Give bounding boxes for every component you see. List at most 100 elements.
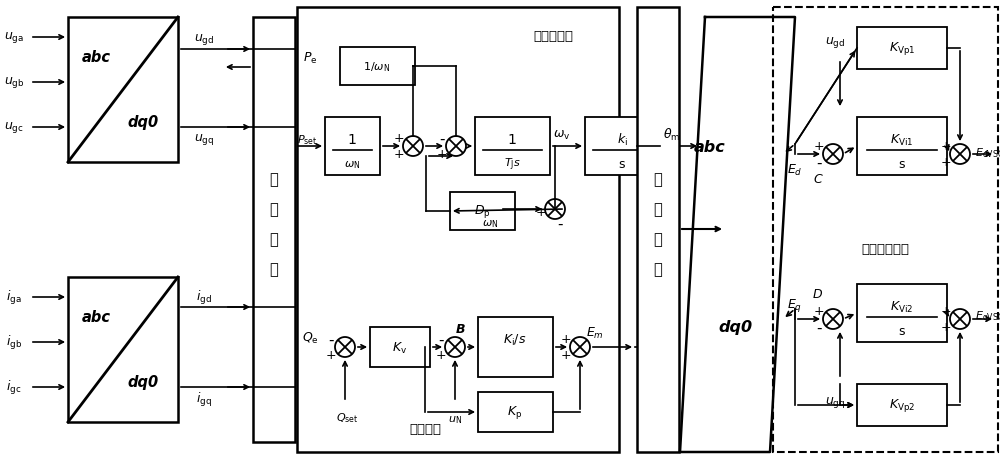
Bar bbox=[475, 118, 550, 176]
Text: -: - bbox=[438, 332, 444, 347]
Text: +: + bbox=[941, 305, 951, 318]
Bar bbox=[340, 48, 415, 86]
Text: $1/\omega_{\mathregular{N}}$: $1/\omega_{\mathregular{N}}$ bbox=[363, 60, 391, 74]
Bar bbox=[478, 317, 553, 377]
Text: +: + bbox=[561, 349, 571, 362]
Text: $i_{\mathregular{gd}}$: $i_{\mathregular{gd}}$ bbox=[196, 288, 212, 306]
Text: $E_{\mathregular{qVSG}}$: $E_{\mathregular{qVSG}}$ bbox=[975, 309, 1000, 325]
Text: s: s bbox=[899, 158, 905, 171]
Text: $Q_{\mathregular{e}}$: $Q_{\mathregular{e}}$ bbox=[302, 330, 318, 345]
Text: $E_{\mathregular{dVSG}}$: $E_{\mathregular{dVSG}}$ bbox=[975, 146, 1000, 160]
Text: $u_{\mathregular{N}}$: $u_{\mathregular{N}}$ bbox=[448, 413, 462, 425]
Text: $i_{\mathregular{gq}}$: $i_{\mathregular{gq}}$ bbox=[196, 390, 212, 408]
Text: 有功环控制: 有功环控制 bbox=[533, 29, 573, 42]
Text: -: - bbox=[816, 155, 822, 170]
Text: $i_{\mathregular{ga}}$: $i_{\mathregular{ga}}$ bbox=[6, 288, 22, 306]
Text: $K_{\mathregular{v}}$: $K_{\mathregular{v}}$ bbox=[392, 340, 408, 355]
Text: abc: abc bbox=[82, 310, 110, 325]
Text: +: + bbox=[814, 140, 824, 153]
Bar bbox=[585, 118, 660, 176]
Text: 程: 程 bbox=[270, 262, 278, 277]
Bar bbox=[305, 18, 613, 235]
Bar bbox=[450, 193, 515, 230]
Text: $k_{\mathregular{i}}$: $k_{\mathregular{i}}$ bbox=[617, 132, 627, 148]
Text: dq0: dq0 bbox=[127, 115, 159, 130]
Text: $K_{\mathregular{Vi2}}$: $K_{\mathregular{Vi2}}$ bbox=[890, 299, 914, 314]
Bar bbox=[857, 384, 947, 426]
Text: $u_{\mathregular{gc}}$: $u_{\mathregular{gc}}$ bbox=[4, 120, 24, 135]
Text: +: + bbox=[941, 156, 951, 169]
Text: abc: abc bbox=[694, 140, 726, 155]
Bar bbox=[857, 285, 947, 342]
Text: $P_{\mathregular{e}}$: $P_{\mathregular{e}}$ bbox=[303, 50, 317, 65]
Bar bbox=[857, 28, 947, 70]
Text: $K_{\mathregular{Vp1}}$: $K_{\mathregular{Vp1}}$ bbox=[889, 40, 915, 57]
Bar bbox=[297, 8, 619, 452]
Text: $P_{\mathregular{set}}$: $P_{\mathregular{set}}$ bbox=[297, 133, 317, 146]
Bar bbox=[773, 8, 998, 452]
Text: $D$: $D$ bbox=[812, 288, 824, 301]
Text: $D_{\mathregular{p}}$: $D_{\mathregular{p}}$ bbox=[474, 203, 490, 220]
Text: $T_{\mathregular{J}}s$: $T_{\mathregular{J}}s$ bbox=[504, 157, 520, 173]
Text: $Q_{\mathregular{set}}$: $Q_{\mathregular{set}}$ bbox=[336, 410, 358, 424]
Text: $K_{\mathregular{i}}/s$: $K_{\mathregular{i}}/s$ bbox=[503, 332, 527, 347]
Text: B: B bbox=[455, 323, 465, 336]
Text: $\omega_{\mathregular{N}}$: $\omega_{\mathregular{N}}$ bbox=[482, 218, 498, 230]
Text: +: + bbox=[437, 148, 447, 161]
Text: $u_{\mathregular{gd}}$: $u_{\mathregular{gd}}$ bbox=[194, 33, 214, 47]
Text: -: - bbox=[816, 320, 822, 335]
Bar bbox=[478, 392, 553, 432]
Text: $u_{\mathregular{gb}}$: $u_{\mathregular{gb}}$ bbox=[4, 75, 24, 90]
Text: 同: 同 bbox=[654, 172, 662, 187]
Text: $E_{\mathregular{d}}$: $E_{\mathregular{d}}$ bbox=[787, 162, 803, 177]
Text: 功: 功 bbox=[270, 172, 278, 187]
Text: +: + bbox=[326, 349, 336, 362]
Text: $\omega_{\mathregular{v}}$: $\omega_{\mathregular{v}}$ bbox=[553, 128, 571, 141]
Text: $u_{\mathregular{gq}}$: $u_{\mathregular{gq}}$ bbox=[825, 395, 845, 409]
Text: $K_{\mathregular{Vp2}}$: $K_{\mathregular{Vp2}}$ bbox=[889, 397, 915, 414]
Text: $E_{\mathregular{m}}$: $E_{\mathregular{m}}$ bbox=[586, 325, 604, 340]
Text: abc: abc bbox=[82, 50, 110, 65]
Text: 1: 1 bbox=[348, 133, 356, 147]
Text: +: + bbox=[941, 321, 951, 334]
Text: 方: 方 bbox=[654, 232, 662, 247]
Text: 1: 1 bbox=[508, 133, 516, 147]
Text: $K_{\mathregular{Vi1}}$: $K_{\mathregular{Vi1}}$ bbox=[890, 132, 914, 147]
Text: 输出电压控制: 输出电压控制 bbox=[861, 243, 909, 256]
Text: $u_{\mathregular{gq}}$: $u_{\mathregular{gq}}$ bbox=[194, 132, 214, 147]
Text: +: + bbox=[814, 305, 824, 318]
Text: +: + bbox=[394, 132, 404, 145]
Text: -: - bbox=[439, 131, 445, 146]
Bar bbox=[370, 327, 430, 367]
Bar bbox=[68, 18, 178, 162]
Text: s: s bbox=[899, 325, 905, 338]
Text: 程: 程 bbox=[654, 262, 662, 277]
Text: 方: 方 bbox=[270, 232, 278, 247]
Bar bbox=[68, 277, 178, 422]
Text: $i_{\mathregular{gc}}$: $i_{\mathregular{gc}}$ bbox=[6, 378, 22, 396]
Text: $\theta_{\mathregular{m}}$: $\theta_{\mathregular{m}}$ bbox=[663, 127, 681, 143]
Text: +: + bbox=[536, 206, 546, 219]
Text: -: - bbox=[557, 216, 563, 231]
Bar bbox=[325, 118, 380, 176]
Text: $C$: $C$ bbox=[813, 173, 823, 186]
Bar bbox=[305, 245, 613, 449]
Text: s: s bbox=[619, 158, 625, 171]
Text: $K_{\mathregular{p}}$: $K_{\mathregular{p}}$ bbox=[507, 403, 523, 420]
Text: 步: 步 bbox=[654, 202, 662, 217]
Text: dq0: dq0 bbox=[718, 320, 752, 335]
Text: $u_{\mathregular{ga}}$: $u_{\mathregular{ga}}$ bbox=[4, 30, 24, 45]
Bar bbox=[637, 8, 679, 452]
Text: -: - bbox=[328, 332, 334, 347]
Bar bbox=[857, 118, 947, 176]
Text: +: + bbox=[394, 148, 404, 161]
Text: $i_{\mathregular{gb}}$: $i_{\mathregular{gb}}$ bbox=[6, 333, 22, 351]
Bar bbox=[253, 18, 295, 442]
Text: 励磁控制: 励磁控制 bbox=[409, 423, 441, 436]
Text: $u_{\mathregular{gd}}$: $u_{\mathregular{gd}}$ bbox=[825, 35, 845, 50]
Text: $E_{\mathregular{q}}$: $E_{\mathregular{q}}$ bbox=[787, 296, 803, 313]
Text: +: + bbox=[561, 333, 571, 346]
Text: +: + bbox=[436, 349, 446, 362]
Text: +: + bbox=[941, 140, 951, 153]
Text: $\omega_{\mathregular{N}}$: $\omega_{\mathregular{N}}$ bbox=[344, 159, 360, 171]
